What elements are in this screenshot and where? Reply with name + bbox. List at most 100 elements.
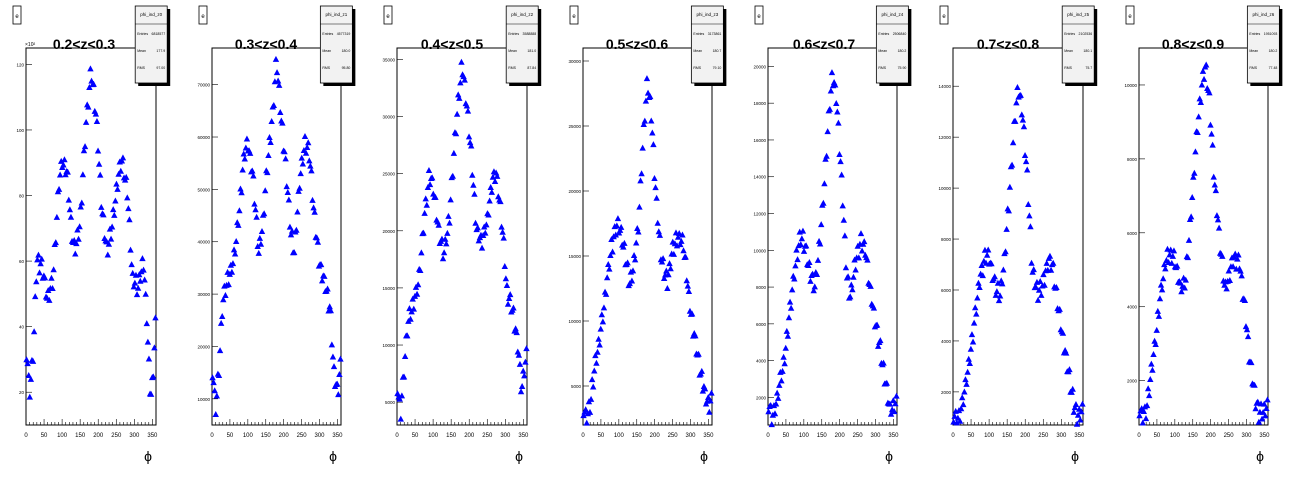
data-point <box>836 151 843 158</box>
data-point <box>474 224 481 231</box>
data-point <box>98 203 105 210</box>
data-point <box>471 190 478 197</box>
data-point <box>781 360 788 367</box>
x-tick-label: 250 <box>853 433 864 439</box>
canvas-button[interactable] <box>1125 5 1135 25</box>
data-point <box>134 284 142 291</box>
data-point <box>90 80 97 87</box>
canvas-button[interactable] <box>569 5 579 25</box>
data-point <box>667 265 674 272</box>
canvas-button[interactable] <box>383 5 393 25</box>
data-point <box>128 261 135 268</box>
data-point <box>775 394 782 401</box>
data-point <box>877 337 884 344</box>
data-point <box>1210 173 1217 180</box>
x-tick-label: 150 <box>632 433 643 439</box>
data-point <box>965 355 972 362</box>
data-point <box>972 304 979 311</box>
data-point <box>820 199 827 206</box>
x-tick-label: 350 <box>332 433 343 439</box>
data-point <box>107 235 115 242</box>
data-point <box>706 408 713 415</box>
data-point <box>652 184 659 191</box>
data-point <box>1020 123 1028 130</box>
data-point <box>286 223 294 230</box>
data-point <box>32 293 39 300</box>
data-point <box>25 371 32 378</box>
x-tick-label: 350 <box>147 433 158 439</box>
y-tick-label: 20000 <box>753 64 766 69</box>
x-tick-label: 200 <box>93 433 104 439</box>
data-point <box>507 291 514 298</box>
data-point <box>285 196 293 203</box>
data-point <box>641 117 649 124</box>
data-point <box>404 332 411 339</box>
data-point <box>580 412 587 419</box>
data-point <box>46 296 53 303</box>
data-point <box>95 160 103 167</box>
data-point <box>582 406 589 413</box>
data-point <box>785 314 793 321</box>
data-point <box>593 359 600 366</box>
x-tick-label: 300 <box>870 433 881 439</box>
data-point <box>586 408 594 415</box>
x-tick-label: 100 <box>243 433 254 439</box>
stats-row-value: 75.7 <box>1085 66 1092 70</box>
y-tick-label: 5000 <box>385 400 396 405</box>
data-point <box>1040 271 1047 278</box>
data-point <box>1008 161 1016 168</box>
plot-title: 0.8<z<0.9 <box>1162 36 1224 52</box>
data-point <box>277 109 284 116</box>
data-point <box>1074 411 1082 418</box>
data-point <box>1223 285 1230 292</box>
canvas-button[interactable] <box>12 5 22 25</box>
data-point <box>491 178 499 185</box>
data-point <box>113 180 120 187</box>
data-point <box>1006 183 1014 190</box>
y-tick-label: 20000 <box>197 344 210 349</box>
data-point <box>798 235 806 242</box>
data-point <box>423 201 430 208</box>
canvas-button[interactable] <box>939 5 949 25</box>
data-point <box>296 184 303 191</box>
data-point <box>298 154 305 161</box>
data-point <box>644 89 652 96</box>
data-point <box>643 75 651 82</box>
data-point <box>1244 333 1252 340</box>
plot-title: 0.5<z<0.6 <box>606 36 668 52</box>
data-point <box>666 260 673 267</box>
data-point <box>123 173 130 180</box>
data-point <box>291 249 298 256</box>
data-point <box>1254 398 1261 405</box>
data-point <box>520 367 527 374</box>
data-point <box>335 391 342 398</box>
data-point <box>1221 281 1228 288</box>
data-point <box>460 73 467 80</box>
data-point <box>635 228 642 235</box>
plot-panel-2: e 0.3<z<0.4 phi_ind_z1 Entries 4577319 Mean 18… <box>197 5 356 464</box>
data-point <box>1243 326 1251 333</box>
data-point <box>1032 283 1040 290</box>
y-tick-label: 20 <box>19 390 25 395</box>
data-point <box>461 76 468 83</box>
data-point <box>1026 212 1033 219</box>
x-tick-label: 50 <box>227 433 234 439</box>
data-point <box>337 355 344 362</box>
canvas-button[interactable] <box>198 5 208 25</box>
stats-row-label: Mean <box>322 49 331 53</box>
stats-row-label: RMS <box>508 66 516 70</box>
data-point <box>1230 253 1238 260</box>
stats-row-value: 180.0 <box>342 49 351 53</box>
data-point <box>499 228 506 235</box>
y-tick-label: 16000 <box>753 138 766 143</box>
data-point <box>311 208 318 215</box>
y-tick-label: 2000 <box>941 390 952 395</box>
stats-row-label: Entries <box>508 32 519 36</box>
data-point <box>1187 213 1195 220</box>
data-point <box>1173 262 1181 269</box>
data-point <box>1190 173 1197 180</box>
data-point <box>73 240 80 247</box>
canvas-button[interactable] <box>754 5 764 25</box>
data-point <box>309 196 316 203</box>
data-point <box>698 367 705 374</box>
